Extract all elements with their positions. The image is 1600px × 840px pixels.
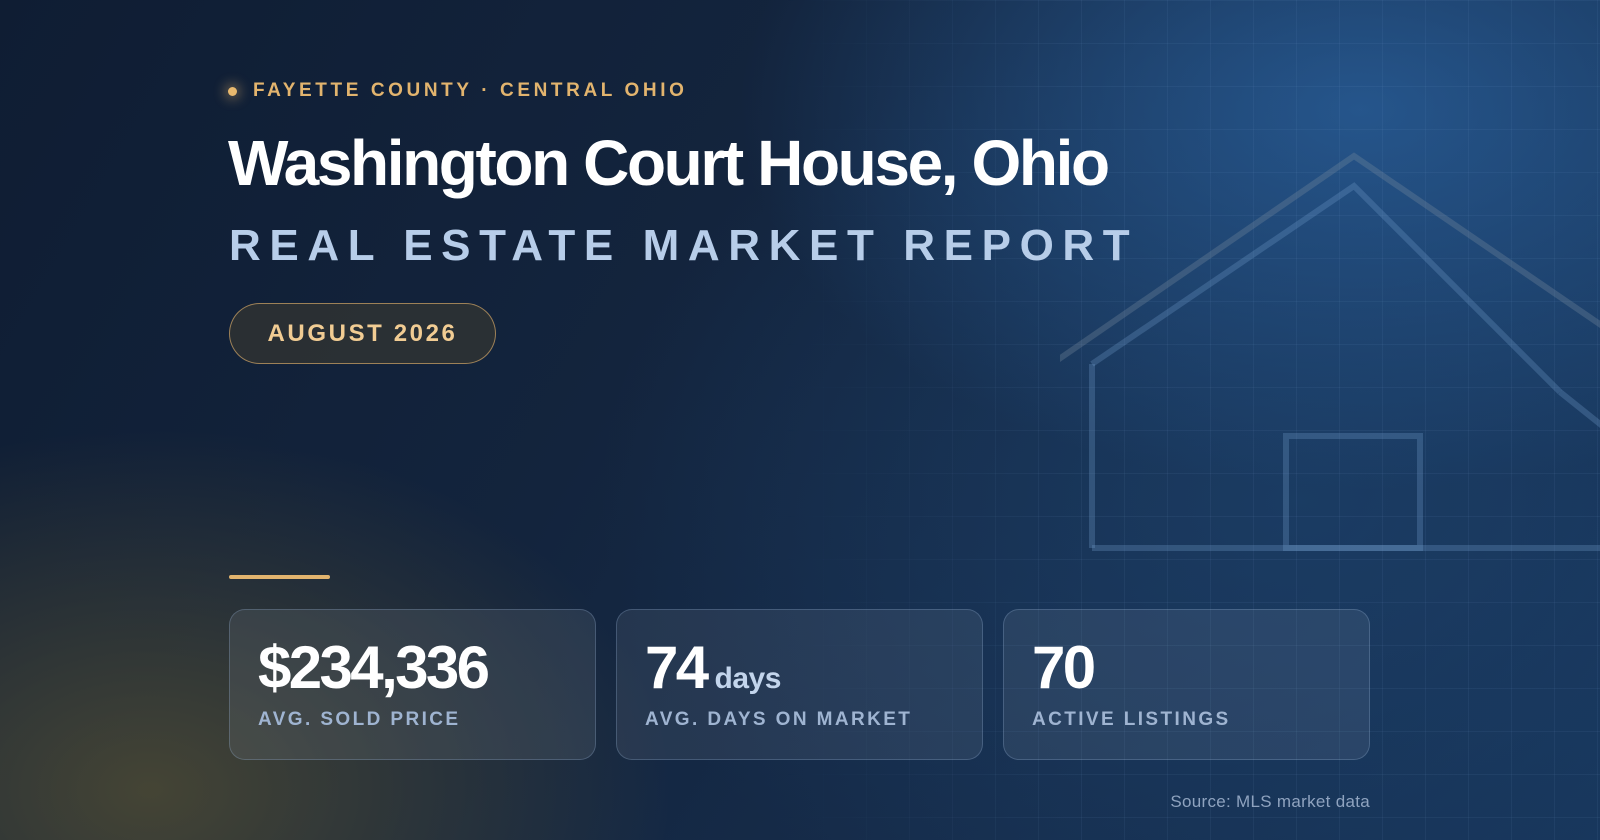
report-subtitle: REAL ESTATE MARKET REPORT xyxy=(229,221,1139,270)
stats-row: $234,336 AVG. SOLD PRICE 74 days AVG. DA… xyxy=(229,609,1370,760)
stat-label: ACTIVE LISTINGS xyxy=(1032,709,1231,730)
date-badge: AUGUST 2026 xyxy=(229,303,496,364)
stat-value-row: 74 days xyxy=(645,635,982,707)
stat-card-avg-days-on-market: 74 days AVG. DAYS ON MARKET xyxy=(616,609,983,760)
accent-divider xyxy=(229,575,330,579)
page-title: Washington Court House, Ohio xyxy=(228,127,1110,199)
stat-value-row: 70 xyxy=(1032,635,1369,707)
region-label: FAYETTE COUNTY · CENTRAL OHIO xyxy=(228,80,687,102)
stat-label: AVG. SOLD PRICE xyxy=(258,709,461,730)
stat-value-row: $234,336 xyxy=(258,635,595,707)
stat-card-active-listings: 70 ACTIVE LISTINGS xyxy=(1003,609,1370,760)
stat-value: 74 xyxy=(645,634,709,701)
dot-icon xyxy=(228,86,237,96)
region-text: FAYETTE COUNTY · CENTRAL OHIO xyxy=(253,80,688,101)
source-note: Source: MLS market data xyxy=(1170,792,1370,811)
stat-card-avg-sold-price: $234,336 AVG. SOLD PRICE xyxy=(229,609,596,760)
background-grid xyxy=(780,0,1600,840)
stat-label: AVG. DAYS ON MARKET xyxy=(645,709,913,730)
stat-value: 70 xyxy=(1032,634,1096,701)
stat-value: $234,336 xyxy=(258,634,490,701)
house-outline-icon xyxy=(1060,152,1600,551)
stat-unit: days xyxy=(714,662,782,695)
